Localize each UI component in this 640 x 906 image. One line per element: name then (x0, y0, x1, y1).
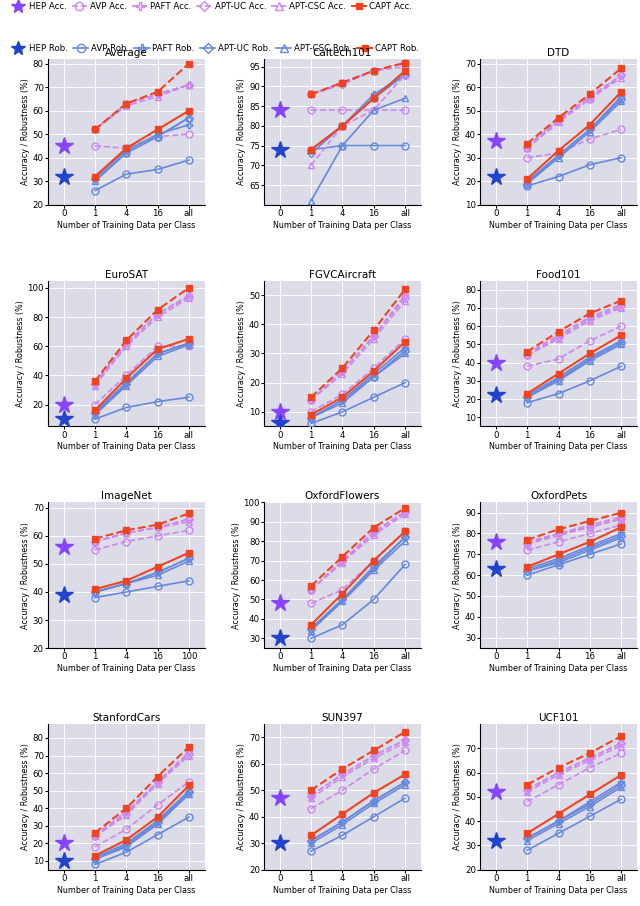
X-axis label: Number of Training Data per Class: Number of Training Data per Class (490, 442, 628, 451)
Y-axis label: Accuracy / Robustness (%): Accuracy / Robustness (%) (21, 79, 30, 185)
Title: EuroSAT: EuroSAT (105, 270, 148, 280)
Title: DTD: DTD (547, 48, 570, 58)
X-axis label: Number of Training Data per Class: Number of Training Data per Class (490, 886, 628, 895)
Y-axis label: Accuracy / Robustness (%): Accuracy / Robustness (%) (237, 79, 246, 185)
X-axis label: Number of Training Data per Class: Number of Training Data per Class (273, 886, 412, 895)
Y-axis label: Accuracy / Robustness (%): Accuracy / Robustness (%) (453, 744, 462, 850)
Y-axis label: Accuracy / Robustness (%): Accuracy / Robustness (%) (453, 79, 462, 185)
Y-axis label: Accuracy / Robustness (%): Accuracy / Robustness (%) (15, 300, 24, 407)
X-axis label: Number of Training Data per Class: Number of Training Data per Class (57, 886, 195, 895)
Y-axis label: Accuracy / Robustness (%): Accuracy / Robustness (%) (453, 300, 462, 407)
Legend: HEP Rob., AVP Rob., PAFT Rob., APT-UC Rob., APT-CSC Rob., CAPT Rob.: HEP Rob., AVP Rob., PAFT Rob., APT-UC Ro… (11, 44, 419, 53)
Y-axis label: Accuracy / Robustness (%): Accuracy / Robustness (%) (453, 522, 462, 629)
Title: Caltech101: Caltech101 (313, 48, 372, 58)
X-axis label: Number of Training Data per Class: Number of Training Data per Class (490, 221, 628, 230)
Title: UCF101: UCF101 (538, 713, 579, 723)
Title: Average: Average (105, 48, 148, 58)
X-axis label: Number of Training Data per Class: Number of Training Data per Class (273, 221, 412, 230)
Title: OxfordPets: OxfordPets (530, 491, 587, 501)
Title: Food101: Food101 (536, 270, 581, 280)
Y-axis label: Accuracy / Robustness (%): Accuracy / Robustness (%) (21, 522, 30, 629)
Title: OxfordFlowers: OxfordFlowers (305, 491, 380, 501)
X-axis label: Number of Training Data per Class: Number of Training Data per Class (57, 664, 195, 673)
Y-axis label: Accuracy / Robustness (%): Accuracy / Robustness (%) (232, 522, 241, 629)
Title: StanfordCars: StanfordCars (92, 713, 161, 723)
Title: ImageNet: ImageNet (101, 491, 152, 501)
X-axis label: Number of Training Data per Class: Number of Training Data per Class (57, 221, 195, 230)
Y-axis label: Accuracy / Robustness (%): Accuracy / Robustness (%) (237, 300, 246, 407)
X-axis label: Number of Training Data per Class: Number of Training Data per Class (273, 442, 412, 451)
Title: SUN397: SUN397 (321, 713, 364, 723)
X-axis label: Number of Training Data per Class: Number of Training Data per Class (273, 664, 412, 673)
Y-axis label: Accuracy / Robustness (%): Accuracy / Robustness (%) (21, 744, 30, 850)
X-axis label: Number of Training Data per Class: Number of Training Data per Class (490, 664, 628, 673)
Y-axis label: Accuracy / Robustness (%): Accuracy / Robustness (%) (237, 744, 246, 850)
X-axis label: Number of Training Data per Class: Number of Training Data per Class (57, 442, 195, 451)
Title: FGVCAircraft: FGVCAircraft (309, 270, 376, 280)
